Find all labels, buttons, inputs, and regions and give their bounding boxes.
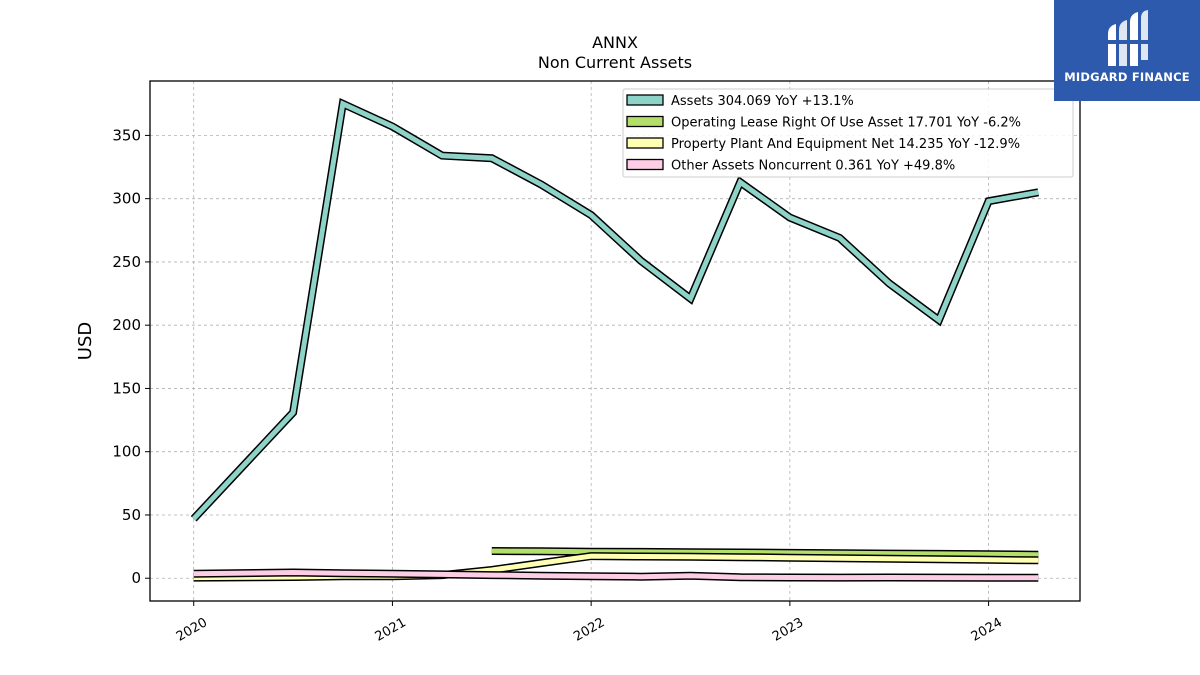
- series-line-fill: [491, 548, 1039, 558]
- y-tick-label: 350: [112, 126, 141, 144]
- legend: Assets 304.069 YoY +13.1% Operating Lease…: [622, 88, 1074, 178]
- series-lines: [190, 97, 1040, 582]
- brand-logo: MIDGARD FINANCE: [1054, 0, 1200, 101]
- legend-swatch: [626, 137, 664, 149]
- series-line: [190, 97, 1040, 522]
- chart-title: ANNX: [592, 33, 638, 52]
- series-line-fill: [193, 569, 1039, 581]
- legend-label: Other Assets Noncurrent 0.361 YoY +49.8%: [671, 159, 955, 174]
- legend-item: Operating Lease Right Of Use Asset 17.70…: [626, 115, 1021, 131]
- legend-box: [622, 88, 1074, 178]
- x-tick-label: 2021: [373, 615, 409, 645]
- legend-label: Assets 304.069 YoY +13.1%: [671, 94, 854, 109]
- series-line: [491, 547, 1039, 559]
- x-tick-label: 2022: [571, 615, 607, 645]
- y-tick-label: 250: [112, 253, 141, 271]
- plot-frame: [149, 80, 1081, 602]
- y-tick-label: 200: [112, 316, 141, 334]
- axis-ticks: 0 50 100 150 200 250 300 350 2020 2021 2022 2023 202…: [112, 126, 1005, 644]
- series-line: [193, 568, 1039, 582]
- legend-label: Property Plant And Equipment Net 14.235 …: [671, 137, 1020, 152]
- legend-item: Other Assets Noncurrent 0.361 YoY +49.8%: [626, 158, 955, 174]
- legend-swatch: [626, 115, 664, 128]
- chart-subtitle: Non Current Assets: [538, 53, 692, 72]
- series-line-fill: [191, 100, 1039, 521]
- y-tick-label: 300: [112, 190, 141, 208]
- y-tick-label: 50: [122, 506, 141, 524]
- legend-item: Assets 304.069 YoY +13.1%: [626, 94, 854, 109]
- x-tick-label: 2023: [770, 615, 806, 645]
- x-tick-label: 2020: [174, 615, 210, 645]
- y-tick-label: 150: [112, 379, 141, 397]
- legend-swatch: [626, 94, 664, 106]
- brand-name: MIDGARD FINANCE: [1064, 70, 1190, 84]
- y-tick-label: 100: [112, 443, 141, 461]
- x-tick-label: 2024: [969, 615, 1005, 645]
- legend-swatch: [626, 158, 664, 171]
- y-tick-label: 0: [131, 569, 141, 587]
- legend-item: Property Plant And Equipment Net 14.235 …: [626, 137, 1020, 152]
- legend-label: Operating Lease Right Of Use Asset 17.70…: [671, 116, 1021, 131]
- y-axis-label: USD: [75, 322, 96, 360]
- midgard-logo-icon: [1104, 10, 1150, 66]
